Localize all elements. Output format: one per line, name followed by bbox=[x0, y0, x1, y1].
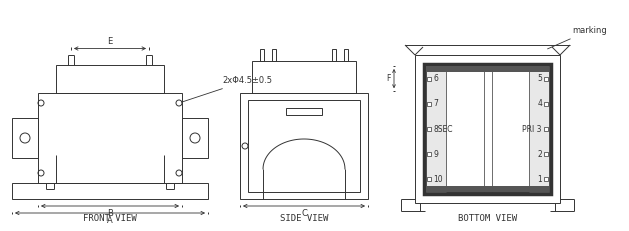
Bar bbox=[240, 93, 368, 199]
Bar bbox=[344, 49, 348, 61]
Bar bbox=[427, 77, 431, 81]
Bar bbox=[426, 186, 549, 192]
Text: FRONT VIEW: FRONT VIEW bbox=[83, 214, 137, 223]
Text: marking: marking bbox=[548, 26, 607, 49]
Text: F: F bbox=[387, 74, 391, 83]
Text: PRI 3: PRI 3 bbox=[523, 125, 542, 134]
Bar bbox=[272, 49, 276, 61]
Bar bbox=[426, 66, 549, 192]
Bar bbox=[427, 102, 431, 106]
Bar bbox=[544, 177, 548, 181]
Text: 7: 7 bbox=[433, 99, 438, 108]
Text: C: C bbox=[301, 209, 307, 218]
Text: 2xΦ4.5±0.5: 2xΦ4.5±0.5 bbox=[182, 76, 272, 102]
Bar bbox=[260, 49, 264, 61]
Bar bbox=[182, 118, 208, 158]
Bar bbox=[427, 177, 431, 181]
Bar bbox=[529, 66, 549, 192]
Text: 9: 9 bbox=[433, 150, 438, 159]
Text: 8SEC: 8SEC bbox=[433, 125, 452, 134]
Bar bbox=[544, 77, 548, 81]
Text: 1: 1 bbox=[537, 175, 542, 184]
Bar bbox=[248, 100, 360, 192]
Bar bbox=[426, 66, 549, 72]
Text: 5: 5 bbox=[537, 74, 542, 83]
Bar bbox=[56, 65, 164, 93]
Text: SIDE VIEW: SIDE VIEW bbox=[280, 214, 328, 223]
Text: 10: 10 bbox=[433, 175, 443, 184]
Bar bbox=[286, 108, 322, 115]
Bar bbox=[544, 127, 548, 131]
Bar bbox=[12, 183, 208, 199]
Bar bbox=[332, 49, 336, 61]
Bar bbox=[424, 64, 551, 194]
Text: B: B bbox=[107, 209, 113, 218]
Text: 4: 4 bbox=[537, 99, 542, 108]
Bar bbox=[415, 55, 560, 203]
Bar bbox=[544, 152, 548, 156]
Text: E: E bbox=[108, 37, 113, 46]
Bar bbox=[12, 118, 38, 158]
Bar bbox=[427, 152, 431, 156]
Bar bbox=[427, 127, 431, 131]
Bar bbox=[544, 102, 548, 106]
Text: 2: 2 bbox=[537, 150, 542, 159]
Bar bbox=[38, 93, 182, 183]
Bar bbox=[426, 66, 446, 192]
Bar bbox=[252, 61, 356, 93]
Text: BOTTOM VIEW: BOTTOM VIEW bbox=[458, 214, 517, 223]
Text: A: A bbox=[107, 216, 113, 225]
Text: 6: 6 bbox=[433, 74, 438, 83]
